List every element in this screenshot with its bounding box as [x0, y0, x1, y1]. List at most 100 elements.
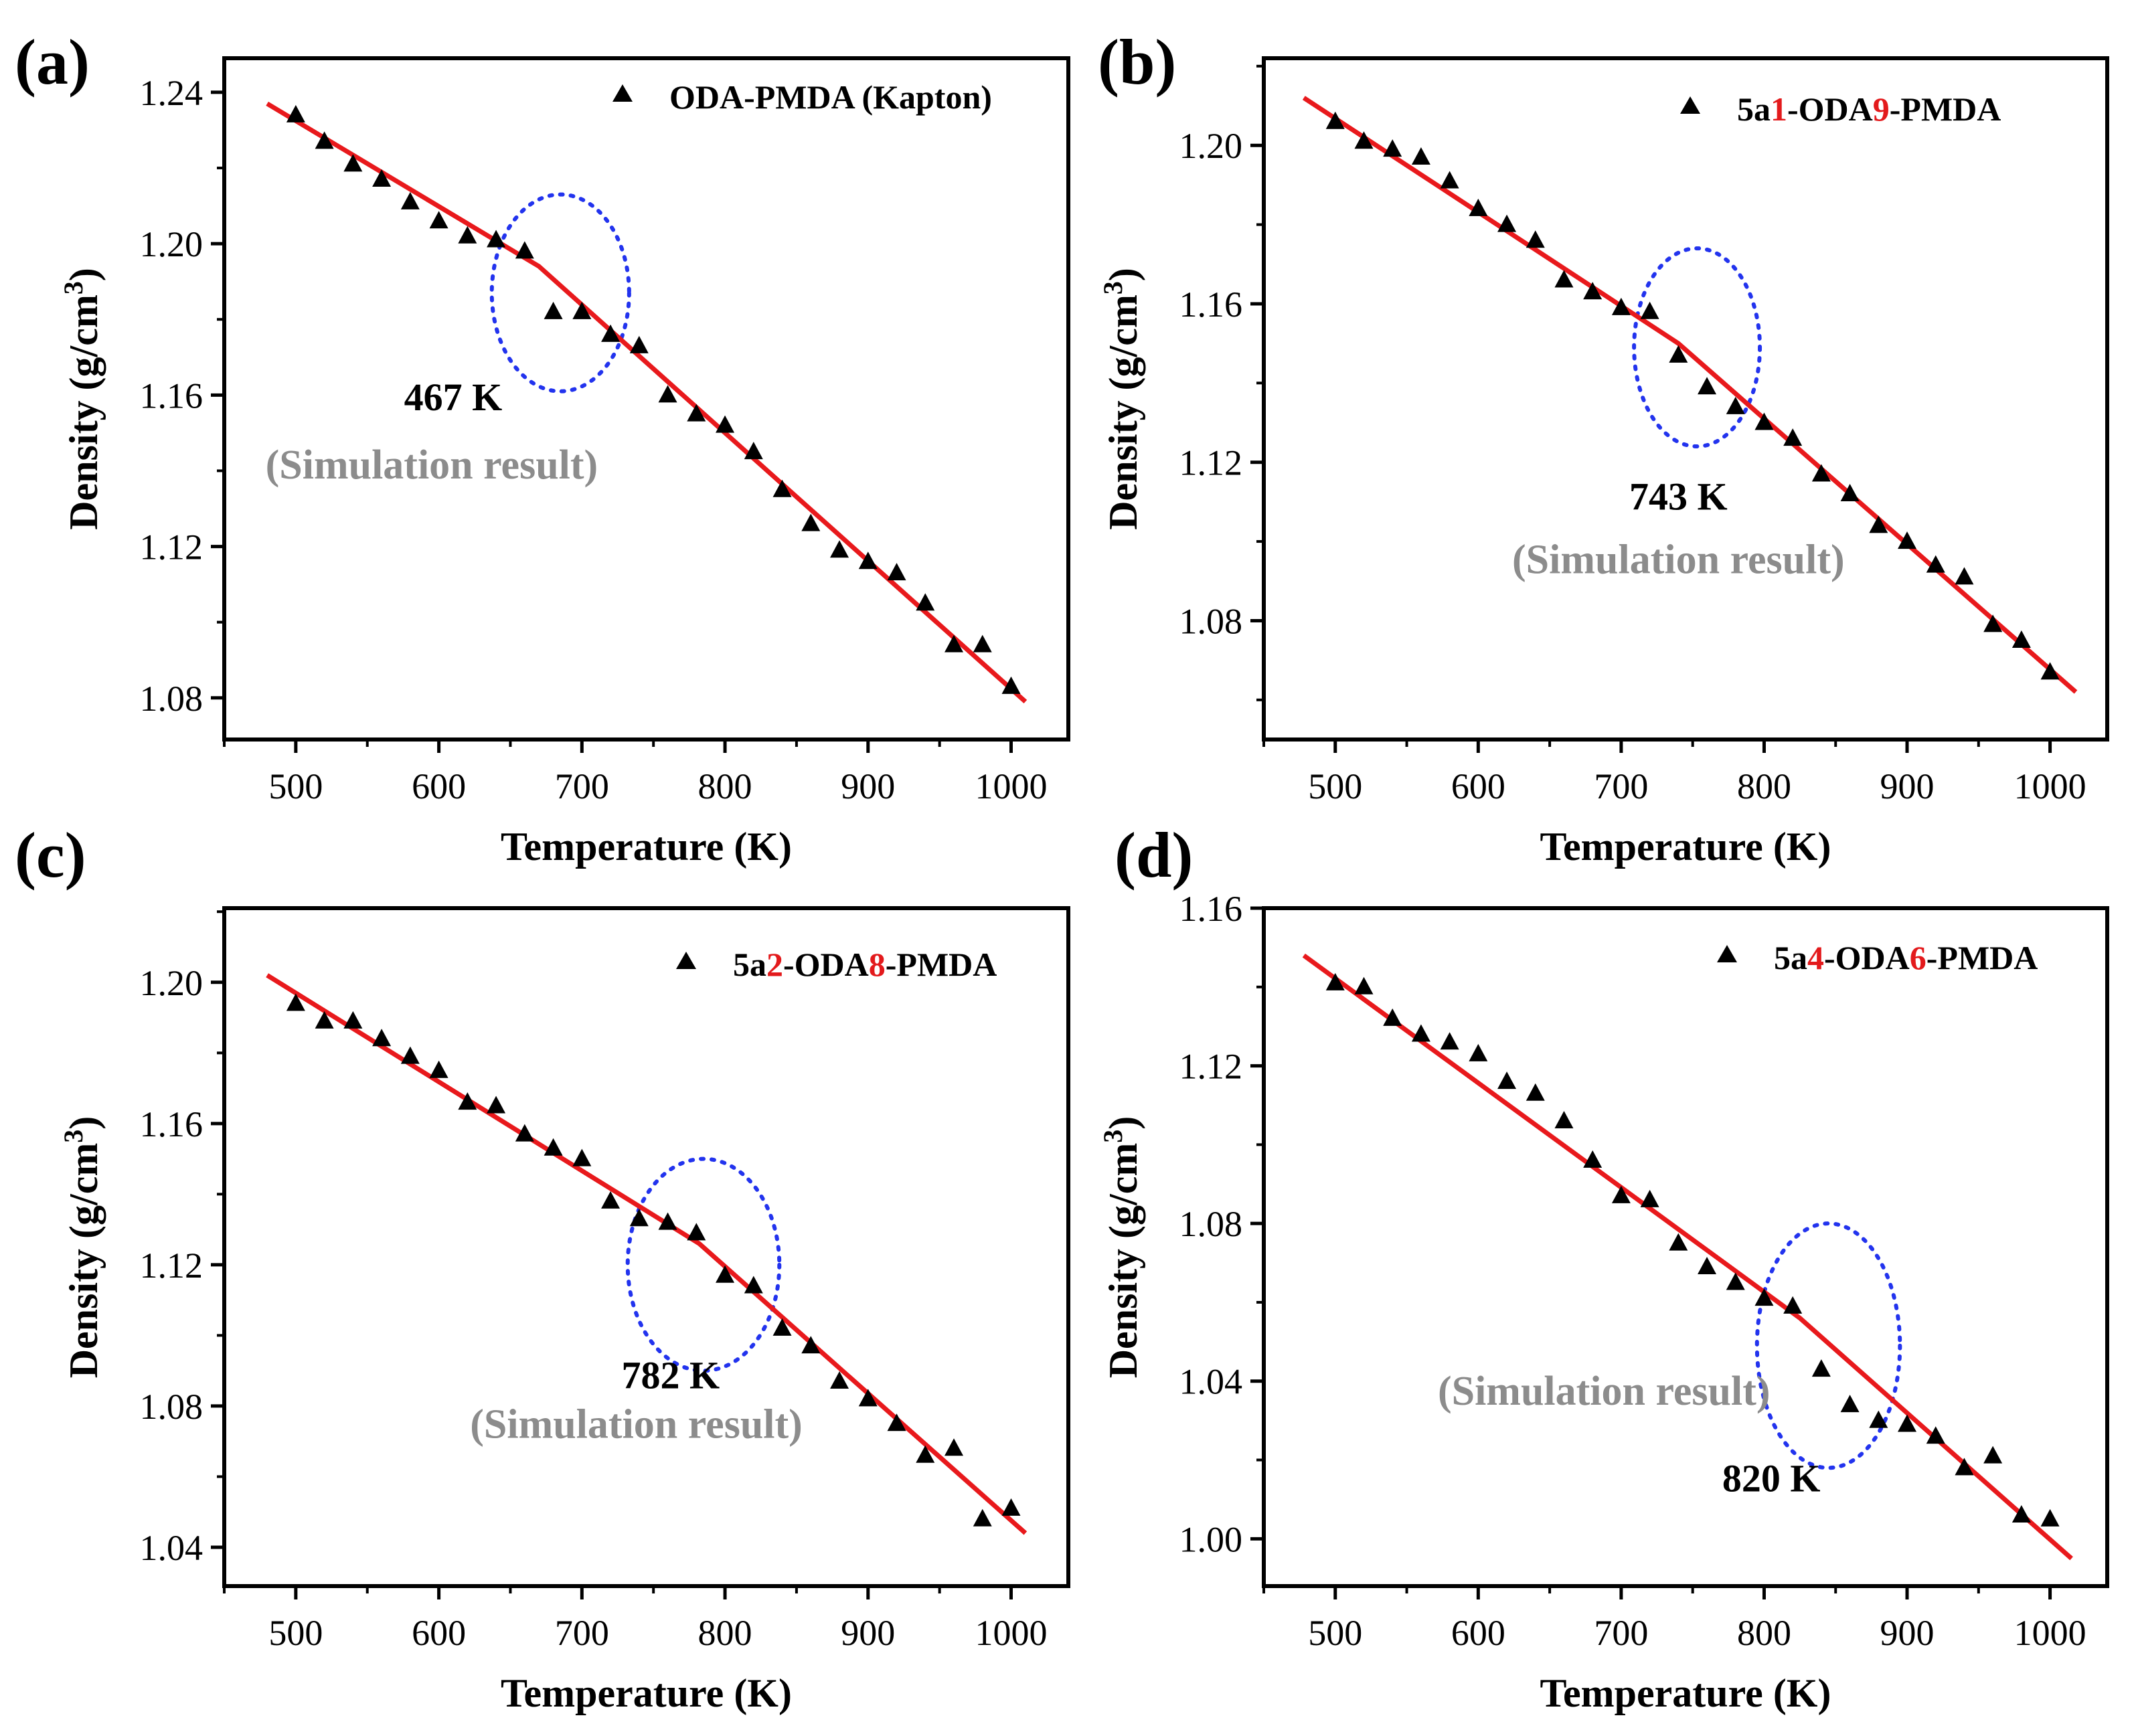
data-point [1983, 614, 2003, 632]
data-point [515, 1124, 534, 1142]
y-tick-label: 1.08 [1179, 1204, 1243, 1244]
x-tick-label: 500 [268, 766, 323, 806]
x-axis-title: Temperature (K) [1540, 1671, 1831, 1715]
data-point [315, 131, 334, 149]
transition-ellipse [1754, 1221, 1902, 1470]
data-point [772, 479, 792, 497]
data-point [744, 1276, 763, 1294]
data-point [801, 513, 821, 531]
transition-temperature-label: 820 K [1722, 1457, 1821, 1500]
data-point [1469, 198, 1488, 216]
data-point [372, 1029, 392, 1047]
y-axis-title: Density (g/cm3) [1098, 268, 1145, 530]
y-tick-label: 1.16 [1179, 889, 1243, 929]
data-point [1325, 111, 1345, 129]
data-point [629, 1209, 649, 1227]
data-point [1583, 1150, 1603, 1168]
simulation-note: (Simulation result) [1512, 537, 1845, 582]
data-point [1325, 972, 1345, 990]
x-tick-label: 600 [412, 1613, 466, 1653]
y-axis-title: Density (g/cm3) [58, 268, 106, 530]
y-tick-label: 1.12 [1179, 1047, 1243, 1087]
data-point [601, 1191, 621, 1209]
data-point [973, 634, 992, 653]
data-point [1526, 1083, 1545, 1101]
data-point [1983, 1446, 2003, 1464]
plot-frame [222, 56, 1070, 742]
data-point [1383, 139, 1402, 157]
data-point [887, 563, 906, 581]
data-point [1955, 1458, 1974, 1476]
data-point [716, 415, 735, 433]
chart-panel-a: (a) 500 600 700 800 900 1000 1.08 1.12 1.16 1.20 1.… [15, 26, 1070, 869]
data-point [601, 324, 621, 342]
x-tick-label: 900 [841, 1613, 895, 1653]
data-point [858, 1389, 878, 1407]
simulation-note: (Simulation result) [266, 442, 598, 488]
data-point [1001, 676, 1021, 694]
x-tick-label: 800 [698, 766, 752, 806]
data-point [1698, 377, 1717, 395]
y-tick-label: 1.12 [140, 1245, 203, 1286]
data-point [1811, 1359, 1831, 1377]
data-point [1497, 214, 1517, 232]
data-point [1554, 270, 1574, 288]
x-tick-label: 1000 [975, 766, 1048, 806]
data-point [1526, 230, 1545, 248]
x-tick-label: 600 [1451, 766, 1505, 806]
data-point [1669, 345, 1688, 363]
data-point [1354, 976, 1374, 994]
x-tick-label: 700 [1594, 1613, 1648, 1653]
data-point [945, 634, 964, 653]
x-tick-label: 1000 [2014, 766, 2086, 806]
x-tick-label: 700 [1594, 766, 1648, 806]
x-tick-label: 800 [1737, 766, 1791, 806]
data-point [1383, 1008, 1402, 1026]
legend-label: ODA-PMDA (Kapton) [669, 78, 992, 116]
data-point [858, 551, 878, 570]
legend-label: 5a2-ODA8-PMDA [733, 946, 997, 983]
data-point [572, 1148, 592, 1166]
data-point [1955, 567, 1974, 585]
plot-frame [222, 906, 1070, 1588]
transition-temperature-label: 782 K [622, 1354, 720, 1397]
data-point [2040, 1508, 2060, 1527]
data-point [744, 442, 763, 460]
x-tick-label: 700 [555, 1613, 609, 1653]
plot-frame [1262, 56, 2109, 742]
data-point [1726, 1272, 1745, 1290]
data-point [343, 1011, 363, 1029]
data-point [458, 1092, 477, 1110]
data-point [916, 1445, 935, 1463]
y-tick-label: 1.12 [140, 527, 203, 568]
data-point [572, 301, 592, 319]
x-tick-label: 800 [698, 1613, 752, 1653]
y-tick-label: 1.24 [140, 73, 203, 113]
data-point [1783, 428, 1803, 446]
y-tick-label: 1.20 [140, 963, 203, 1003]
y-tick-label: 1.08 [140, 1387, 203, 1427]
x-tick-label: 1000 [2014, 1613, 2086, 1653]
data-point [315, 1011, 334, 1029]
data-point [400, 191, 420, 209]
data-point [973, 1508, 992, 1527]
panel-label: (d) [1115, 819, 1193, 891]
data-point [2012, 630, 2031, 648]
x-tick-label: 500 [1308, 766, 1362, 806]
data-point [629, 335, 649, 353]
data-point [343, 154, 363, 172]
chart-panel-d: (d) 500 600 700 800 900 1000 1.00 1.04 1.08 1.12 1.… [1098, 819, 2109, 1715]
x-tick-label: 900 [841, 766, 895, 806]
y-tick-label: 1.00 [1179, 1519, 1243, 1559]
data-point [515, 241, 534, 259]
x-tick-label: 600 [412, 766, 466, 806]
data-point [1640, 301, 1659, 319]
data-point [1898, 1414, 1917, 1432]
y-tick-label: 1.04 [140, 1528, 203, 1568]
data-point [1001, 1498, 1021, 1516]
data-point [286, 104, 305, 122]
data-point [887, 1413, 906, 1431]
x-tick-label: 500 [1308, 1613, 1362, 1653]
x-tick-label: 1000 [975, 1613, 1048, 1653]
